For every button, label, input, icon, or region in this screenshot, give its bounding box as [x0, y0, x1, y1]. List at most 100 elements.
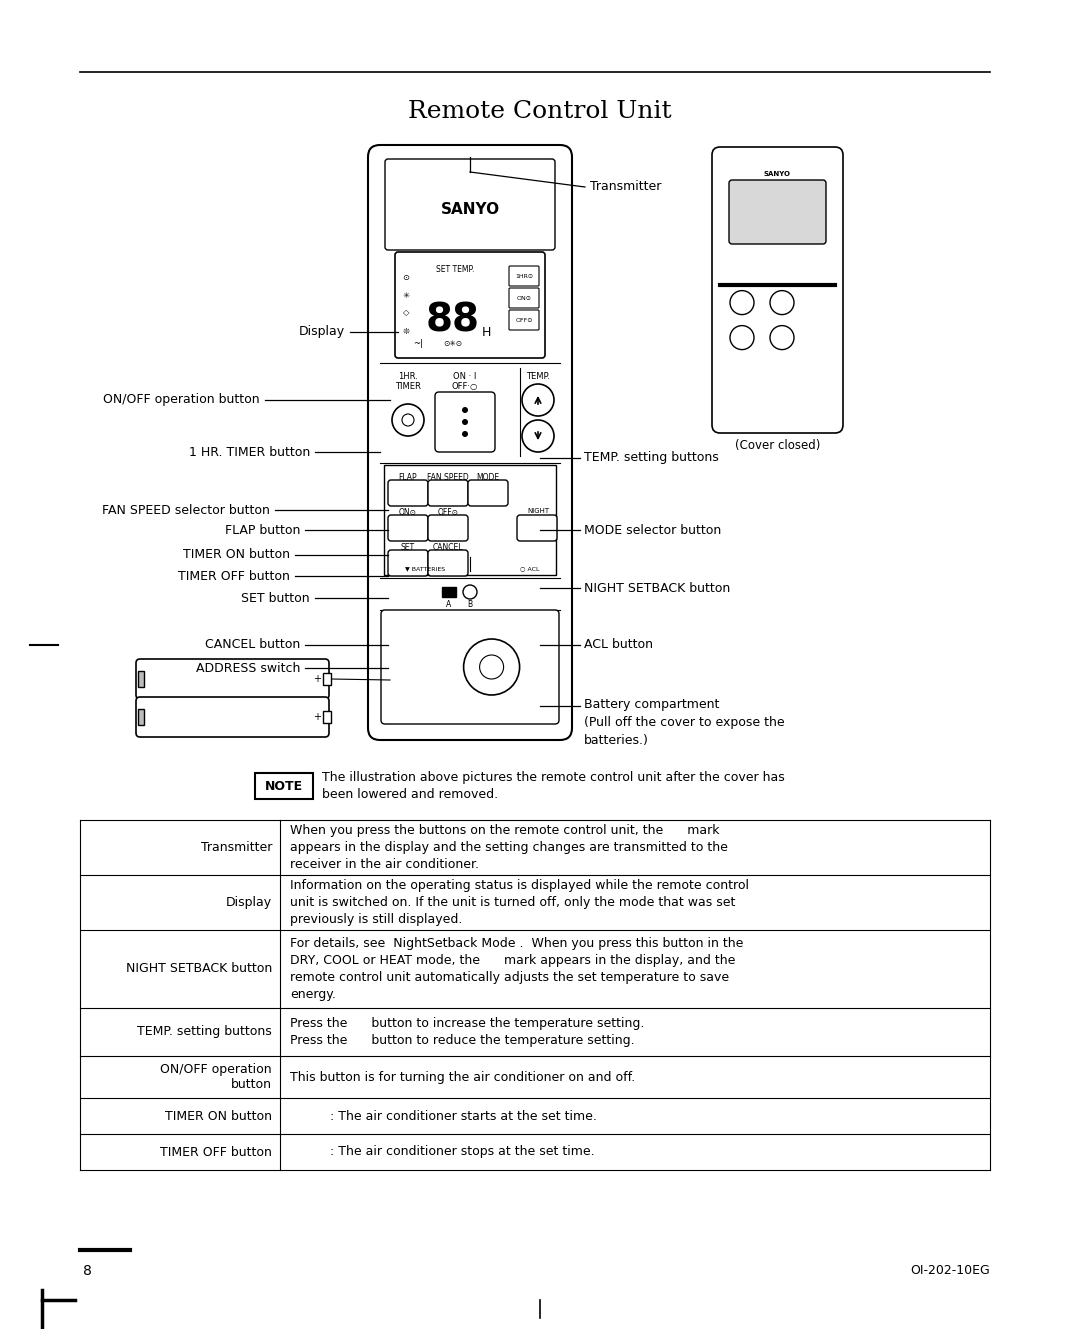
Text: A: A	[446, 599, 451, 609]
Text: ON⊙: ON⊙	[516, 295, 531, 300]
Bar	[384, 465, 556, 575]
FancyBboxPatch shape	[136, 659, 329, 699]
Text: Transmitter: Transmitter	[590, 181, 661, 194]
Text: ⊙: ⊙	[403, 272, 409, 282]
Text: +: +	[313, 674, 321, 684]
Text: OI-202-10EG: OI-202-10EG	[910, 1264, 990, 1277]
Circle shape	[392, 404, 424, 436]
FancyBboxPatch shape	[381, 610, 559, 724]
Text: FAN SPEED: FAN SPEED	[427, 473, 469, 482]
Text: ON · I: ON · I	[454, 372, 476, 381]
Text: ✳: ✳	[403, 291, 409, 299]
Text: ○ ACL: ○ ACL	[521, 566, 540, 571]
Text: ❊: ❊	[403, 327, 409, 335]
Text: ◇: ◇	[403, 308, 409, 318]
Text: When you press the buttons on the remote control unit, the      mark
appears in : When you press the buttons on the remote…	[291, 824, 728, 870]
Circle shape	[730, 291, 754, 315]
Bar	[80, 1057, 990, 1098]
Text: OFF·○: OFF·○	[451, 381, 478, 391]
Text: : The air conditioner stops at the set time.: : The air conditioner stops at the set t…	[291, 1146, 595, 1159]
Text: Remote Control Unit: Remote Control Unit	[408, 101, 672, 124]
Bar	[323, 711, 330, 723]
Circle shape	[522, 420, 554, 452]
Text: OFF⊙: OFF⊙	[437, 508, 459, 517]
Text: ⊙✳⊙: ⊙✳⊙	[444, 339, 462, 347]
Circle shape	[462, 407, 468, 413]
Text: TIMER: TIMER	[395, 381, 421, 391]
Bar	[80, 930, 990, 1007]
Text: B: B	[468, 599, 473, 609]
Text: CANCEL button: CANCEL button	[205, 638, 300, 651]
Bar	[80, 1134, 990, 1170]
Text: H: H	[482, 327, 490, 339]
Text: TEMP. setting buttons: TEMP. setting buttons	[584, 452, 719, 465]
Circle shape	[480, 655, 503, 679]
Text: OFF⊙: OFF⊙	[515, 318, 532, 323]
FancyBboxPatch shape	[509, 266, 539, 286]
Text: Transmitter: Transmitter	[201, 841, 272, 855]
Text: ON/OFF operation
button: ON/OFF operation button	[160, 1062, 272, 1091]
FancyBboxPatch shape	[428, 516, 468, 541]
FancyBboxPatch shape	[712, 148, 843, 433]
Text: SET: SET	[401, 544, 415, 552]
Text: 1 HR. TIMER button: 1 HR. TIMER button	[189, 445, 310, 459]
Text: TIMER ON button: TIMER ON button	[183, 549, 291, 561]
Text: TEMP. setting buttons: TEMP. setting buttons	[137, 1026, 272, 1038]
Text: SANYO: SANYO	[764, 171, 791, 177]
FancyBboxPatch shape	[388, 516, 428, 541]
Circle shape	[770, 326, 794, 350]
Text: +: +	[313, 712, 321, 722]
Text: For details, see  NightSetback Mode .  When you press this button in the
DRY, CO: For details, see NightSetback Mode . Whe…	[291, 937, 743, 1001]
FancyBboxPatch shape	[509, 288, 539, 308]
Text: MODE: MODE	[476, 473, 500, 482]
FancyBboxPatch shape	[388, 480, 428, 506]
Text: Display: Display	[299, 326, 345, 339]
Text: This button is for turning the air conditioner on and off.: This button is for turning the air condi…	[291, 1070, 635, 1083]
Text: TIMER OFF button: TIMER OFF button	[160, 1146, 272, 1159]
FancyBboxPatch shape	[517, 516, 557, 541]
Bar	[323, 672, 330, 684]
Text: FLAP button: FLAP button	[225, 524, 300, 537]
Text: ADDRESS switch: ADDRESS switch	[195, 662, 300, 675]
FancyBboxPatch shape	[395, 253, 545, 358]
Circle shape	[462, 431, 468, 437]
Bar	[442, 587, 456, 597]
Text: ▼ BATTERIES: ▼ BATTERIES	[405, 566, 445, 571]
Text: TIMER ON button: TIMER ON button	[165, 1110, 272, 1123]
Text: NIGHT SETBACK button: NIGHT SETBACK button	[584, 582, 730, 594]
Circle shape	[402, 415, 414, 427]
Text: : The air conditioner starts at the set time.: : The air conditioner starts at the set …	[291, 1110, 597, 1123]
Text: Press the      button to increase the temperature setting.
Press the      button: Press the button to increase the tempera…	[291, 1017, 645, 1047]
Circle shape	[522, 384, 554, 416]
FancyBboxPatch shape	[428, 550, 468, 575]
Circle shape	[730, 326, 754, 350]
Text: MODE selector button: MODE selector button	[584, 524, 721, 537]
FancyBboxPatch shape	[136, 696, 329, 738]
Bar	[80, 874, 990, 930]
Text: ON⊙: ON⊙	[399, 508, 417, 517]
FancyBboxPatch shape	[435, 392, 495, 452]
Text: NIGHT SETBACK button: NIGHT SETBACK button	[125, 962, 272, 975]
Text: Information on the operating status is displayed while the remote control
unit i: Information on the operating status is d…	[291, 878, 750, 926]
Text: CANCEL: CANCEL	[433, 544, 463, 552]
Text: SETBACK: SETBACK	[523, 518, 554, 524]
Text: The illustration above pictures the remote control unit after the cover has
been: The illustration above pictures the remo…	[322, 771, 785, 801]
Text: FAN SPEED selector button: FAN SPEED selector button	[103, 504, 270, 517]
Text: Display: Display	[226, 896, 272, 909]
FancyBboxPatch shape	[368, 145, 572, 740]
Circle shape	[463, 639, 519, 695]
FancyBboxPatch shape	[468, 480, 508, 506]
Circle shape	[463, 585, 477, 599]
FancyBboxPatch shape	[729, 179, 826, 245]
Bar	[138, 671, 144, 687]
FancyBboxPatch shape	[428, 480, 468, 506]
Text: SET button: SET button	[241, 591, 310, 605]
Text: NOTE: NOTE	[265, 780, 303, 792]
Bar	[80, 1098, 990, 1134]
FancyBboxPatch shape	[509, 310, 539, 330]
Bar	[80, 820, 990, 874]
Text: NIGHT: NIGHT	[527, 508, 549, 514]
Text: Battery compartment
(Pull off the cover to expose the
batteries.): Battery compartment (Pull off the cover …	[584, 698, 785, 747]
Text: 8: 8	[83, 1264, 92, 1278]
FancyBboxPatch shape	[255, 773, 313, 799]
